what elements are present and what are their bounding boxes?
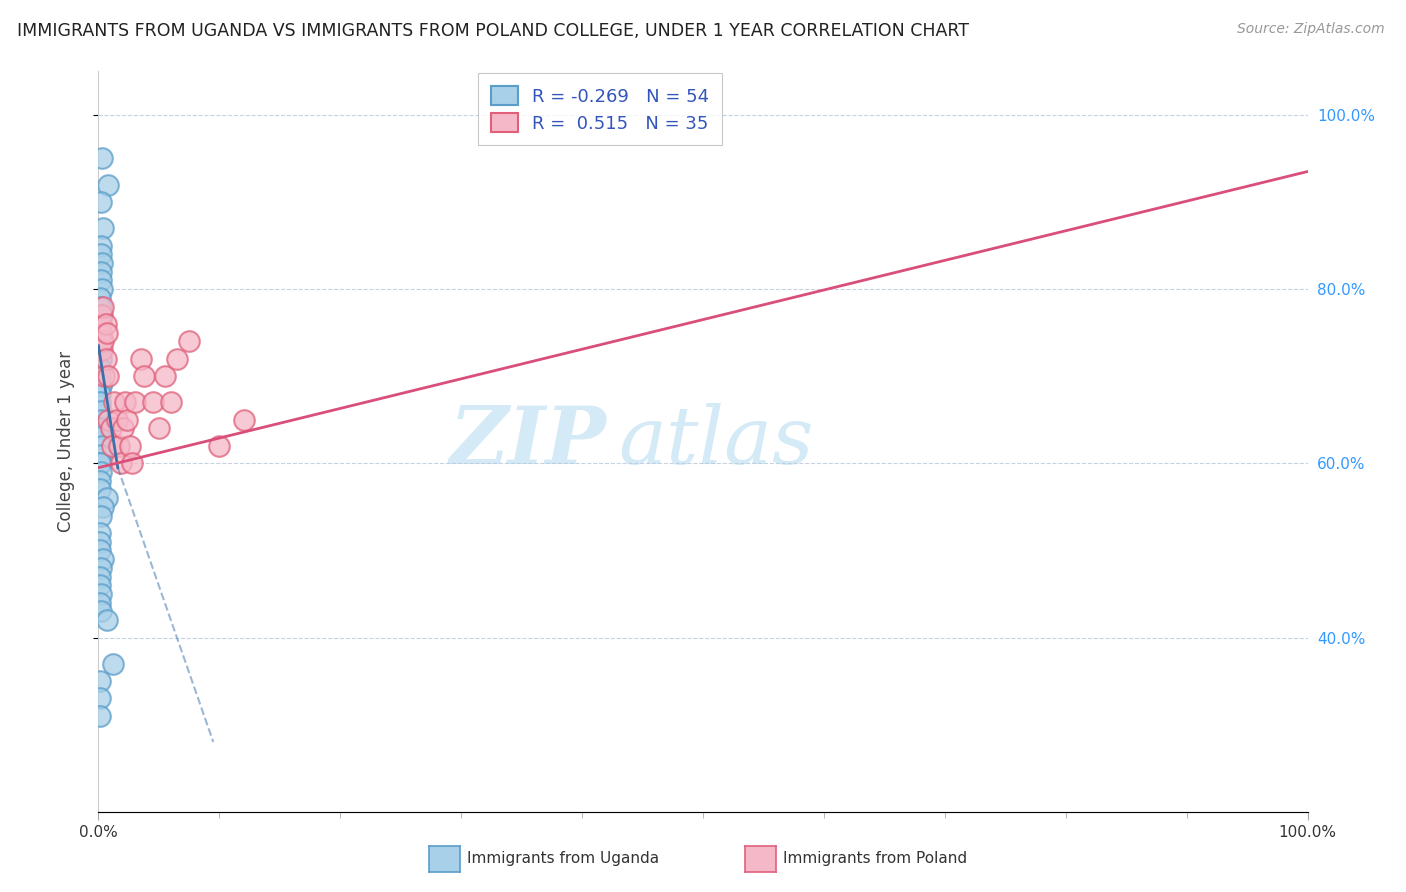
Point: [89, 317, 111, 331]
Point: [90, 273, 112, 287]
Point: [96, 326, 118, 340]
Point: [90, 334, 112, 349]
Point: [90, 421, 112, 435]
Point: [96, 491, 118, 505]
Point: [93, 369, 115, 384]
Point: [124, 395, 146, 409]
Point: [103, 395, 125, 409]
Point: [89, 526, 111, 541]
Point: [90, 404, 112, 418]
Point: [94, 317, 117, 331]
Point: [208, 439, 231, 453]
Point: [89, 474, 111, 488]
Point: [110, 456, 132, 470]
Point: [91, 439, 114, 453]
Text: Source: ZipAtlas.com: Source: ZipAtlas.com: [1237, 22, 1385, 37]
Point: [91, 282, 114, 296]
Point: [121, 456, 143, 470]
Point: [101, 657, 124, 671]
Point: [129, 351, 152, 366]
Point: [90, 238, 112, 252]
Text: ZIP: ZIP: [450, 403, 606, 480]
Point: [90, 378, 112, 392]
Point: [89, 709, 111, 723]
Point: [96, 613, 118, 627]
Text: Immigrants from Uganda: Immigrants from Uganda: [467, 852, 659, 866]
Point: [89, 483, 111, 497]
Point: [91, 300, 114, 314]
Point: [89, 343, 111, 357]
Point: [90, 413, 112, 427]
Y-axis label: College, Under 1 year: College, Under 1 year: [56, 351, 75, 533]
Legend: R = -0.269   N = 54, R =  0.515   N = 35: R = -0.269 N = 54, R = 0.515 N = 35: [478, 73, 723, 145]
Point: [91, 552, 114, 566]
Point: [90, 326, 112, 340]
Point: [91, 500, 114, 514]
Point: [90, 194, 112, 209]
Point: [179, 334, 201, 349]
Point: [90, 247, 112, 261]
Point: [91, 152, 114, 166]
Point: [100, 421, 122, 435]
Point: [90, 508, 112, 523]
Point: [148, 421, 170, 435]
Point: [100, 439, 122, 453]
Point: [142, 395, 165, 409]
Point: [160, 395, 183, 409]
Point: [90, 351, 112, 366]
Point: [90, 317, 112, 331]
Point: [89, 430, 111, 444]
Point: [89, 326, 111, 340]
Point: [90, 334, 112, 349]
Point: [89, 369, 111, 384]
Point: [89, 386, 111, 401]
Point: [89, 569, 111, 583]
Point: [94, 351, 117, 366]
Point: [97, 369, 120, 384]
Point: [97, 413, 120, 427]
Point: [105, 413, 128, 427]
Point: [118, 439, 141, 453]
Point: [97, 178, 120, 192]
Point: [91, 221, 114, 235]
Text: atlas: atlas: [619, 403, 814, 480]
Point: [89, 578, 111, 592]
Point: [89, 291, 111, 305]
Point: [232, 413, 254, 427]
Point: [117, 413, 139, 427]
Point: [89, 534, 111, 549]
Point: [89, 421, 111, 435]
Point: [91, 308, 114, 322]
Point: [134, 369, 156, 384]
Point: [153, 369, 176, 384]
Point: [91, 256, 114, 270]
Point: [90, 300, 112, 314]
Point: [90, 587, 112, 601]
Point: [90, 378, 112, 392]
Point: [90, 604, 112, 618]
Point: [89, 395, 111, 409]
Point: [89, 543, 111, 558]
Point: [89, 360, 111, 375]
Point: [89, 674, 111, 689]
Point: [90, 456, 112, 470]
Point: [89, 691, 111, 706]
Point: [89, 596, 111, 610]
Point: [91, 334, 114, 349]
Point: [108, 439, 131, 453]
Point: [114, 395, 136, 409]
Point: [111, 421, 134, 435]
Point: [90, 308, 112, 322]
Point: [90, 448, 112, 462]
Point: [90, 561, 112, 575]
Point: [90, 465, 112, 479]
Point: [166, 351, 188, 366]
Text: IMMIGRANTS FROM UGANDA VS IMMIGRANTS FROM POLAND COLLEGE, UNDER 1 YEAR CORRELATI: IMMIGRANTS FROM UGANDA VS IMMIGRANTS FRO…: [17, 22, 969, 40]
Point: [91, 343, 114, 357]
Point: [89, 456, 111, 470]
Point: [90, 265, 112, 279]
Text: Immigrants from Poland: Immigrants from Poland: [783, 852, 967, 866]
